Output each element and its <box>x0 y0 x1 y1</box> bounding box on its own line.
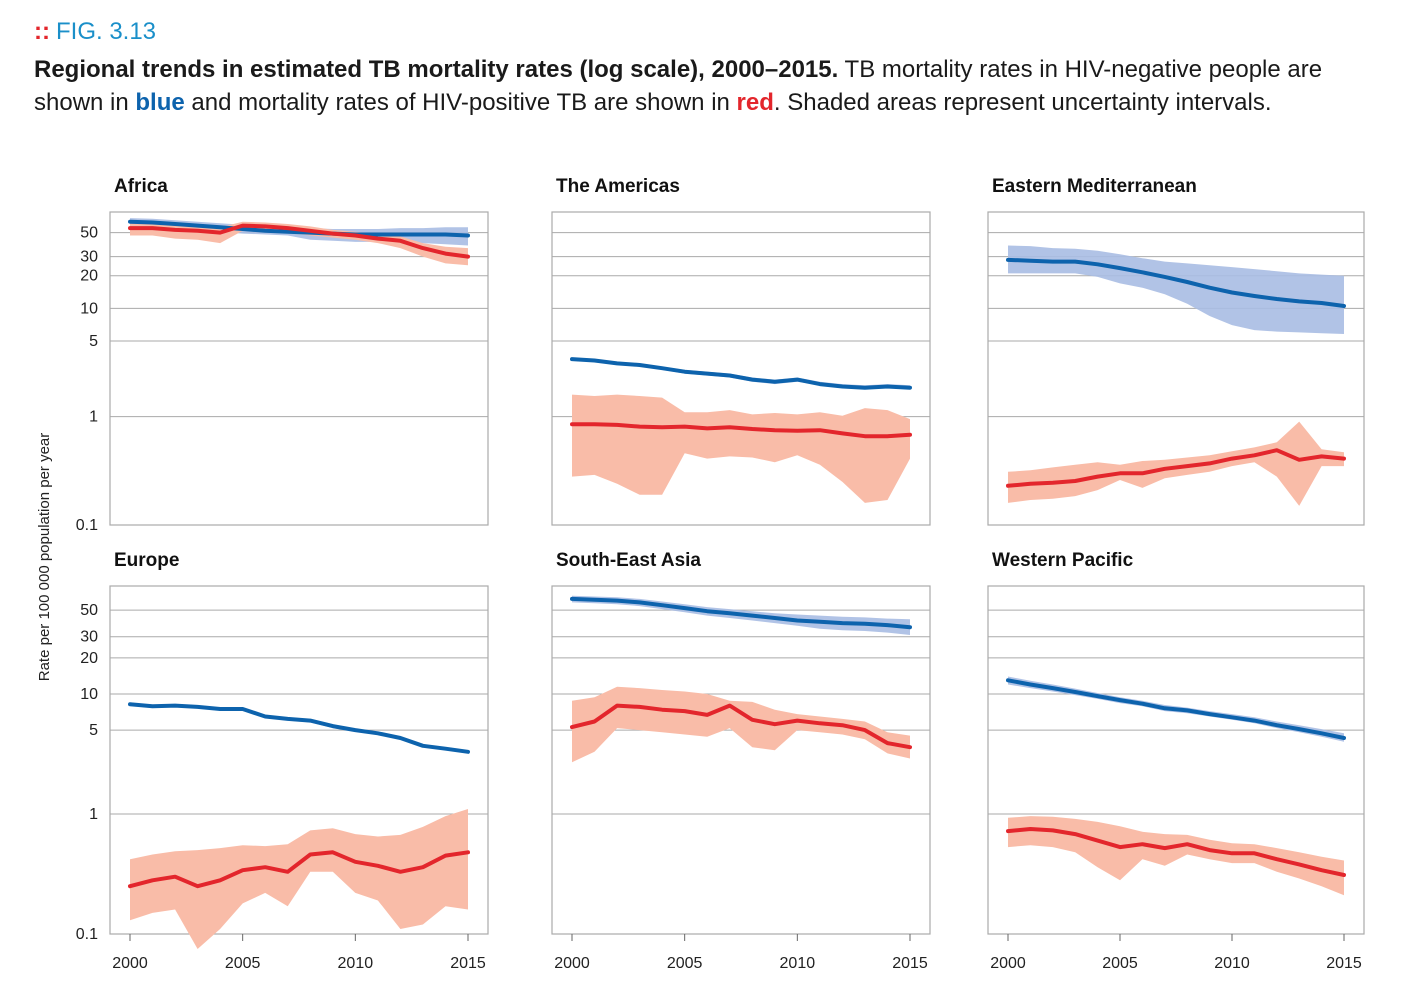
x-tick-label: 2015 <box>1326 955 1362 972</box>
hiv-positive-line <box>570 422 912 439</box>
x-tick-label: 2010 <box>1214 955 1250 972</box>
y-tick-label: 50 <box>80 225 98 242</box>
hiv-positive-line <box>570 703 912 750</box>
panel-frame <box>109 211 489 526</box>
panel-the-americas: The Americas <box>551 176 931 526</box>
panel-frame <box>987 585 1365 935</box>
y-tick-label: 1 <box>89 409 98 426</box>
panel-western-pacific: Western Pacific 2000 2005 2010 2015 <box>987 550 1365 972</box>
hiv-positive-uncertainty-band <box>572 394 910 503</box>
figure-number: FIG. 3.13 <box>55 18 157 45</box>
x-tick-label: 2000 <box>990 955 1026 972</box>
y-tick-label: 20 <box>80 268 98 285</box>
hiv-positive-uncertainty-band <box>1008 816 1344 896</box>
y-tick-label: 20 <box>80 650 98 667</box>
y-tick-label: 50 <box>80 602 98 619</box>
panel-title: Eastern Mediterranean <box>992 176 1197 197</box>
figure-label: :: FIG. 3.13 <box>34 18 156 46</box>
panel-frame <box>551 585 931 935</box>
caption-text-3: . Shaded areas represent uncertainty int… <box>773 89 1272 116</box>
x-tick-label: 2010 <box>338 955 374 972</box>
hiv-negative-line <box>1006 257 1346 308</box>
caption-title: Regional trends in estimated TB mortalit… <box>34 56 839 83</box>
y-tick-label: 1 <box>89 806 98 823</box>
y-tick-label: 30 <box>80 249 98 266</box>
panel-title: Western Pacific <box>992 550 1134 571</box>
y-tick-label: 10 <box>80 686 98 703</box>
hiv-negative-uncertainty-band <box>1008 245 1344 334</box>
hiv-negative-line <box>128 219 470 238</box>
hiv-negative-line <box>1006 678 1346 740</box>
panel-title: South-East Asia <box>556 550 701 571</box>
y-tick-label: 5 <box>89 722 98 739</box>
hiv-positive-line <box>128 223 470 259</box>
x-tick-label: 2000 <box>554 955 590 972</box>
caption-red-word: red <box>736 89 774 116</box>
panel-title: Africa <box>114 176 168 197</box>
y-tick-label: 5 <box>89 333 98 350</box>
hiv-negative-line <box>570 357 912 390</box>
hiv-positive-line <box>1006 827 1346 877</box>
hiv-positive-uncertainty-band <box>1008 421 1344 506</box>
panel-europe: Europe 0.1 1 5 10 20 30 50 2000 2005 2010 2015 <box>76 550 489 972</box>
panel-south-east-asia: South-East Asia 2000 2005 2010 2015 <box>551 550 931 972</box>
y-tick-label: 0.1 <box>76 517 98 534</box>
hiv-negative-line <box>570 596 912 630</box>
panel-title: Europe <box>114 550 179 571</box>
hiv-positive-line <box>1006 448 1346 488</box>
x-tick-label: 2005 <box>667 955 703 972</box>
y-tick-label: 0.1 <box>76 926 98 943</box>
panel-eastern-mediterranean: Eastern Mediterranean <box>987 176 1365 526</box>
x-tick-label: 2000 <box>112 955 148 972</box>
panel-title: The Americas <box>556 176 680 197</box>
panel-frame <box>987 211 1365 526</box>
x-tick-label: 2005 <box>1102 955 1138 972</box>
y-axis-label: Rate per 100 000 population per year <box>36 433 53 682</box>
x-tick-label: 2005 <box>225 955 261 972</box>
panel-africa: Africa 0.1 1 5 10 20 30 50 <box>76 176 489 534</box>
hiv-positive-uncertainty-band <box>572 686 910 763</box>
hiv-positive-uncertainty-band <box>130 809 468 949</box>
figure-caption: Regional trends in estimated TB mortalit… <box>34 53 1364 119</box>
caption-text-2: and mortality rates of HIV-positive TB a… <box>184 89 737 116</box>
caption-text-1: TB mortality rates in HIV-negative peopl… <box>34 56 1323 116</box>
caption-blue-word: blue <box>135 89 185 116</box>
panel-frame <box>551 211 931 526</box>
x-tick-label: 2010 <box>780 955 816 972</box>
y-tick-label: 30 <box>80 629 98 646</box>
figure-marker: :: <box>34 18 50 45</box>
x-tick-label: 2015 <box>450 955 486 972</box>
hiv-positive-line <box>128 850 470 889</box>
y-tick-label: 10 <box>80 300 98 317</box>
x-tick-label: 2015 <box>892 955 928 972</box>
hiv-negative-line <box>128 702 470 754</box>
panel-frame <box>109 585 489 935</box>
